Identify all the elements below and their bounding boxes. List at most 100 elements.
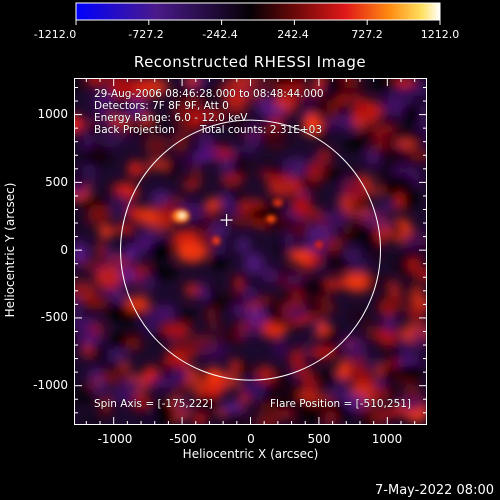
image-texture-blob <box>186 220 215 231</box>
colorbar-ticks <box>75 20 441 25</box>
image-texture-blob <box>309 250 322 266</box>
image-texture-blob <box>306 185 319 198</box>
image-texture-blob <box>343 341 368 360</box>
image-texture-blob <box>209 319 220 332</box>
image-texture-blob <box>153 401 176 425</box>
image-texture-blob <box>342 271 374 292</box>
image-texture-blob <box>122 245 140 262</box>
image-texture-blob <box>267 129 293 146</box>
image-texture-blob <box>100 394 112 416</box>
colorbar-tick-label: 727.2 <box>351 28 383 41</box>
image-texture-blob <box>178 308 197 323</box>
image-texture-blob <box>388 280 400 299</box>
colorbar-tick-label: -727.2 <box>128 28 164 41</box>
image-texture-blob <box>329 389 352 398</box>
image-texture-blob <box>252 78 279 91</box>
image-texture-blob <box>395 290 406 312</box>
image-texture-blob <box>74 241 89 264</box>
image-texture-blob <box>369 144 384 153</box>
image-texture-blob <box>87 78 103 88</box>
solar-limb-circle <box>120 119 381 381</box>
image-texture-blob <box>81 163 96 186</box>
image-texture-blob <box>170 334 195 355</box>
image-texture-blob <box>378 202 394 212</box>
y-axis-label: Heliocentric Y (arcsec) <box>3 182 17 318</box>
image-texture-blob <box>125 295 151 312</box>
image-texture-blob <box>285 307 309 319</box>
image-texture-blob <box>221 324 240 345</box>
image-texture-blob <box>78 415 105 425</box>
image-texture-blob <box>128 205 141 221</box>
image-texture-blob <box>256 158 267 174</box>
image-texture-blob <box>74 218 90 233</box>
y-tick-label: -500 <box>40 310 68 324</box>
image-texture-blob <box>408 82 427 97</box>
y-axis-label-container: Heliocentric Y (arcsec) <box>0 140 20 360</box>
plot-title: Reconstructed RHESSI Image <box>133 53 367 71</box>
image-texture-blob <box>354 227 375 240</box>
image-texture-blob <box>338 87 361 99</box>
image-texture-blob <box>111 287 127 305</box>
image-texture-blob <box>148 238 170 262</box>
image-texture-blob <box>182 180 196 191</box>
image-texture-blob <box>267 175 298 198</box>
time-range-annotation: 29-Aug-2006 08:46:28.000 to 08:48:44.000 <box>94 88 324 100</box>
image-texture-blob <box>284 230 295 253</box>
energy-range-annotation: Energy Range: 6.0 - 12.0 keV <box>94 112 248 124</box>
detectors-annotation: Detectors: 7F 8F 9F, Att 0 <box>94 100 229 112</box>
image-texture-blob <box>147 265 179 280</box>
image-texture-blob <box>261 319 281 339</box>
image-texture-blob <box>230 294 245 304</box>
image-texture-blob <box>200 282 221 293</box>
image-texture-blob <box>127 97 147 118</box>
image-texture-blob <box>231 159 248 179</box>
image-texture-blob <box>231 304 249 317</box>
image-texture-blob <box>228 358 241 375</box>
image-texture-blob <box>370 242 383 262</box>
image-texture-blob <box>184 282 199 298</box>
image-texture-blob <box>401 103 424 127</box>
image-texture-blob <box>291 195 312 216</box>
colorbar-border <box>75 2 441 21</box>
image-texture-blob <box>323 168 342 180</box>
image-texture-blob <box>334 114 354 129</box>
image-texture-blob <box>132 225 163 239</box>
image-texture-blob <box>393 191 404 212</box>
image-texture-blob <box>167 156 197 166</box>
image-texture-blob <box>224 203 239 218</box>
image-texture-blob <box>220 411 250 424</box>
image-texture-blob <box>171 132 190 153</box>
image-texture-blob <box>315 369 337 386</box>
image-texture-blob <box>346 248 359 262</box>
image-texture-blob <box>232 78 259 85</box>
x-tick-label: 1000 <box>371 432 403 446</box>
image-texture-blob <box>382 348 403 359</box>
hotspot <box>266 214 277 223</box>
image-texture-blob <box>297 366 314 383</box>
image-texture-blob <box>344 392 367 411</box>
footer-date: 7-May-2022 08:00 <box>375 483 494 498</box>
image-texture-blob <box>350 201 365 212</box>
hotspot <box>314 240 323 249</box>
image-texture-blob <box>414 327 425 351</box>
image-texture-blob <box>366 122 389 133</box>
image-texture-blob <box>315 147 333 166</box>
image-texture-blob <box>142 309 161 334</box>
image-texture-blob <box>298 278 330 299</box>
image-texture-blob <box>128 122 142 133</box>
axis-ticks <box>74 78 427 425</box>
image-texture-blob <box>410 129 427 146</box>
colorbar-gradient <box>76 3 440 20</box>
image-texture-blob <box>206 197 220 212</box>
colorbar-tick-label: -1212.0 <box>33 28 77 41</box>
image-texture-blob <box>236 236 251 254</box>
image-texture-blob <box>350 305 367 327</box>
image-texture-blob <box>406 257 423 273</box>
reconstructed-image <box>74 78 427 425</box>
image-texture-blob <box>108 193 131 218</box>
image-texture-blob <box>229 111 251 133</box>
image-texture-blob <box>198 133 214 154</box>
image-texture-blob <box>246 124 261 149</box>
image-texture-blob <box>326 97 340 120</box>
image-texture-blob <box>87 204 111 226</box>
